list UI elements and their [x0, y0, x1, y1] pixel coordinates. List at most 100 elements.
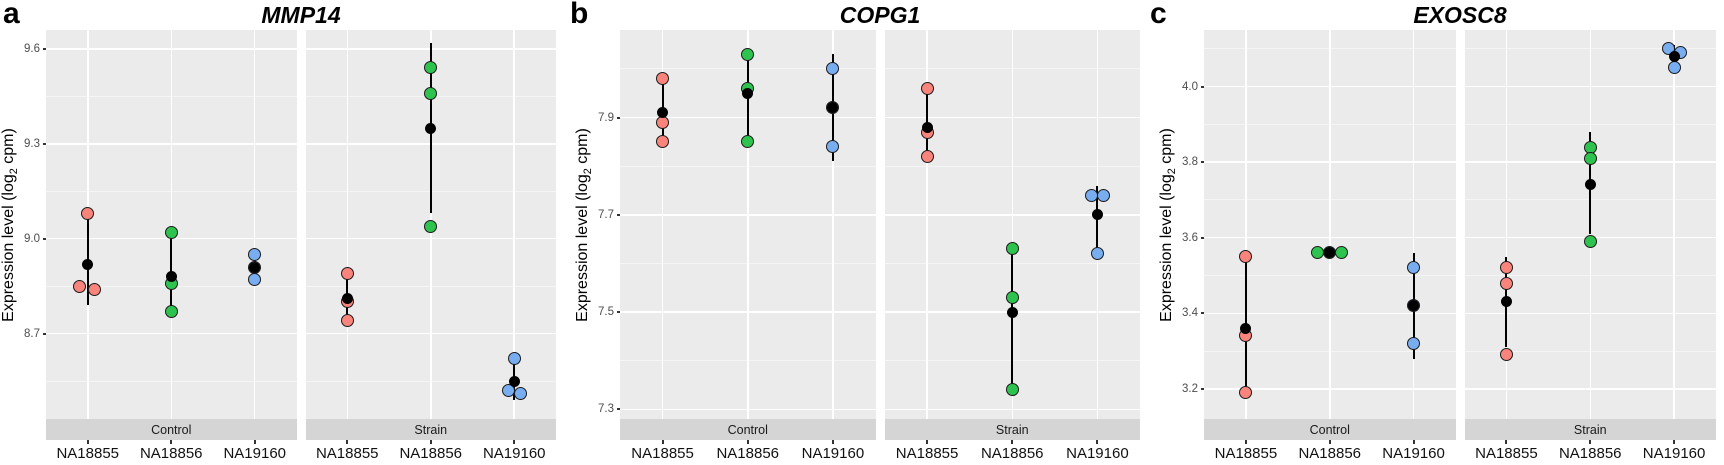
- y-tick-mark: [43, 142, 46, 145]
- x-tick-label: NA19160: [801, 445, 865, 462]
- facet-control: Control NA18855 NA18856 NA19160: [46, 30, 297, 465]
- data-point: [424, 86, 438, 100]
- mean-point: [1584, 179, 1596, 191]
- vertical-gridline: [832, 30, 834, 419]
- x-tick-label: NA18856: [1558, 445, 1622, 462]
- y-axis-ticks: 7.3 7.5 7.7 7.9: [594, 30, 620, 419]
- x-axis-row: NA18855 NA18856 NA19160: [1465, 440, 1717, 465]
- facet-strip-label: Strain: [1573, 422, 1607, 437]
- data-point: [1096, 188, 1110, 202]
- y-axis-title: Expression level (log2 cpm): [0, 30, 20, 419]
- data-point: [424, 61, 438, 75]
- mean-point: [508, 375, 520, 387]
- mean-point: [921, 121, 933, 133]
- mean-point: [165, 271, 177, 283]
- x-tick-label: NA18856: [139, 445, 203, 462]
- x-tick-mark: [170, 440, 173, 444]
- vertical-gridline: [253, 30, 256, 419]
- plot-area: [46, 30, 297, 419]
- facet-strip: Strain: [305, 419, 556, 440]
- x-axis-row: NA18855 NA18856 NA19160: [620, 440, 876, 465]
- data-point: [1407, 336, 1421, 350]
- x-tick-label: NA18855: [1214, 445, 1278, 462]
- vertical-gridline: [747, 30, 749, 419]
- facet-control: Control NA18855 NA18856 NA19160: [620, 30, 876, 465]
- x-axis-row: NA18855 NA18856 NA19160: [46, 440, 297, 465]
- x-tick-label: NA18855: [56, 445, 120, 462]
- data-point: [88, 282, 102, 296]
- y-tick-mark: [617, 408, 620, 411]
- facet-strip: Control: [46, 419, 297, 440]
- panel-c: c EXOSC8 Expression level (log2 cpm) 3.2…: [1142, 0, 1724, 465]
- y-tick-mark: [1201, 236, 1204, 239]
- panel-letter-c: c: [1150, 0, 1167, 30]
- data-point: [920, 149, 934, 163]
- y-axis-title: Expression level (log2 cpm): [574, 30, 594, 419]
- panel-letter-a: a: [3, 0, 20, 30]
- x-axis-row: NA18855 NA18856 NA19160: [885, 440, 1141, 465]
- y-tick-mark: [1201, 161, 1204, 164]
- data-point: [1005, 242, 1019, 256]
- panel-a: a MMP14 Expression level (log2 cpm) 8.7 9…: [0, 0, 558, 465]
- data-point: [656, 135, 670, 149]
- mean-point: [249, 261, 261, 273]
- x-tick-label: NA19160: [482, 445, 546, 462]
- y-axis-title-text: Expression level (log2 cpm): [1157, 127, 1179, 322]
- data-point: [656, 72, 670, 86]
- panel-letter-b: b: [570, 0, 589, 30]
- y-tick-mark: [617, 311, 620, 314]
- x-tick-mark: [1011, 440, 1014, 444]
- data-point: [340, 314, 354, 328]
- x-tick-mark: [1505, 440, 1508, 444]
- left-pad: [1142, 30, 1158, 40]
- data-point: [1084, 188, 1098, 202]
- plot-area: [1204, 30, 1456, 419]
- data-point: [826, 140, 840, 154]
- facet-strip-label: Strain: [995, 422, 1029, 437]
- facet-strip: Control: [1204, 419, 1456, 440]
- data-point: [741, 47, 755, 61]
- y-tick-mark: [1201, 85, 1204, 88]
- panel-c-titlebar: EXOSC8: [1142, 0, 1724, 30]
- data-point: [1407, 261, 1421, 275]
- facet-strip: Control: [620, 419, 876, 440]
- y-tick-label: 3.2: [1182, 382, 1198, 395]
- y-tick-mark: [617, 116, 620, 119]
- x-tick-mark: [746, 440, 749, 444]
- data-point: [513, 387, 527, 401]
- x-tick-label: NA18855: [895, 445, 959, 462]
- data-point: [424, 219, 438, 233]
- facet-strip-label: Strain: [414, 422, 448, 437]
- x-axis-row: NA18855 NA18856 NA19160: [306, 440, 557, 465]
- x-tick-label: NA18856: [716, 445, 780, 462]
- x-tick-label: NA18856: [1298, 445, 1362, 462]
- gene-title-mmp14: MMP14: [261, 2, 341, 28]
- x-tick-label: NA19160: [1066, 445, 1129, 462]
- x-tick-label: NA18855: [1475, 445, 1538, 462]
- y-axis-ticks: 8.7 9.0 9.3 9.6: [20, 30, 46, 419]
- x-tick-mark: [86, 440, 89, 444]
- x-tick-label: NA18855: [631, 445, 694, 462]
- data-point: [248, 248, 262, 262]
- mean-point: [1324, 247, 1336, 259]
- panel-a-titlebar: MMP14: [0, 0, 558, 30]
- data-point: [1499, 348, 1513, 362]
- x-tick-mark: [1328, 440, 1331, 444]
- mean-point: [1500, 296, 1512, 308]
- mean-point: [341, 293, 353, 305]
- y-tick-label: 9.3: [24, 137, 40, 150]
- plot-area: [884, 30, 1140, 419]
- mean-point: [827, 102, 839, 114]
- x-tick-mark: [926, 440, 929, 444]
- panel-b-titlebar: COPG1: [558, 0, 1142, 30]
- y-tick-label: 3.8: [1182, 156, 1198, 169]
- x-tick-mark: [1589, 440, 1592, 444]
- gene-title-exosc8: EXOSC8: [1413, 2, 1507, 28]
- y-tick-label: 3.6: [1182, 231, 1198, 244]
- data-point: [1667, 61, 1681, 75]
- x-tick-label: NA18855: [315, 445, 379, 462]
- vertical-gridline: [1673, 30, 1675, 419]
- data-point: [1499, 276, 1513, 290]
- data-point: [1005, 383, 1019, 397]
